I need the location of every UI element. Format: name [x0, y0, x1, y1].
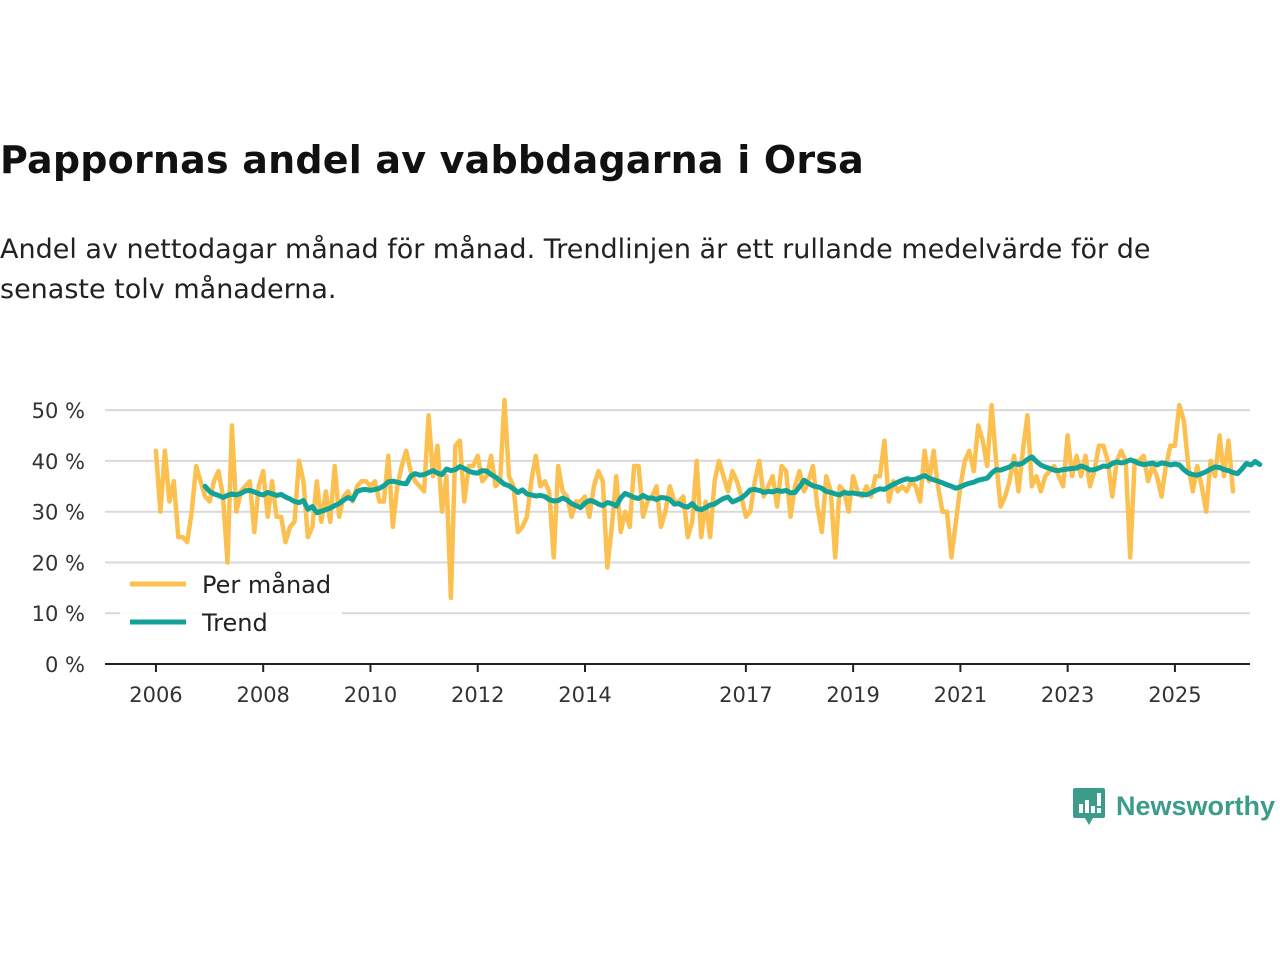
newsworthy-bubble-icon: [1073, 788, 1105, 825]
y-tick-label: 20 %: [32, 551, 85, 575]
x-tick-label: 2006: [129, 683, 182, 707]
brand-name: Newsworthy: [1116, 790, 1276, 821]
series-layer: [153, 397, 1263, 601]
x-tick-label: 2010: [344, 683, 397, 707]
newsworthy-logo: Newsworthy: [1072, 786, 1275, 826]
x-tick-label: 2017: [719, 683, 772, 707]
y-tick-label: 40 %: [32, 450, 85, 474]
chart-title: Pappornas andel av vabbdagarna i Orsa: [0, 138, 864, 182]
y-tick-label: 50 %: [32, 399, 85, 423]
x-tick-label: 2021: [934, 683, 987, 707]
legend-label-per-manad: Per månad: [202, 570, 331, 599]
x-tick-label: 2014: [558, 683, 611, 707]
legend-label-trend: Trend: [201, 609, 268, 637]
x-tick-label: 2025: [1148, 683, 1201, 707]
y-tick-label: 10 %: [32, 602, 85, 626]
x-tick-label: 2008: [236, 683, 289, 707]
legend: Per månad Trend: [120, 570, 342, 644]
y-tick-label: 30 %: [32, 501, 85, 525]
y-axis-labels: 0 % 10 % 20 % 30 % 40 % 50 %: [32, 399, 85, 677]
x-tick-label: 2023: [1041, 683, 1094, 707]
x-tick-label: 2019: [826, 683, 879, 707]
series-line-per-manad: [153, 397, 1236, 601]
chart-subtitle: Andel av nettodagar månad för månad. Tre…: [0, 234, 1151, 305]
y-tick-label: 0 %: [45, 653, 85, 677]
x-axis-ticks: 2006 2008 2010 2012 2014 2017 2019 2021 2023 2025: [129, 664, 1202, 707]
line-chart: 0 % 10 % 20 % 30 % 40 % 50 % 2006 2008 2010 2012…: [32, 397, 1263, 707]
x-tick-label: 2012: [451, 683, 504, 707]
series-line-trend: [202, 454, 1263, 516]
